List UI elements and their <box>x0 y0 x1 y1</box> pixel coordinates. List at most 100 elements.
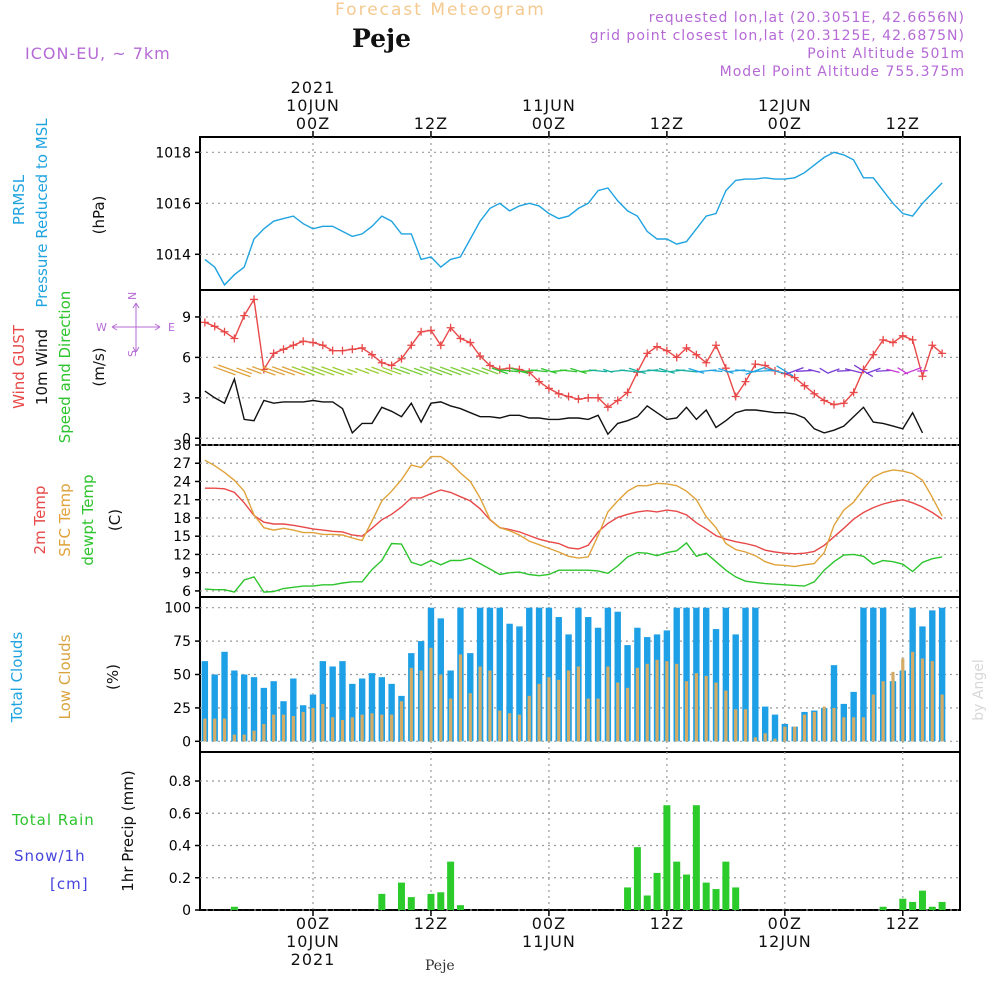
low-cloud-bar <box>901 658 905 742</box>
total-cloud-bar <box>290 678 297 742</box>
rain-bar <box>407 897 415 910</box>
low-cloud-bar <box>832 707 836 742</box>
pressure-panel-frame <box>199 136 961 291</box>
time-label-top: 12Z <box>414 114 448 133</box>
wind-gust-marker <box>485 361 494 370</box>
panel-axis-label: Speed and Direction <box>56 291 74 444</box>
rain-bar <box>938 901 946 910</box>
wind-gust-marker <box>761 361 770 370</box>
total-cloud-bar <box>496 607 503 742</box>
wind-direction-arrow <box>399 366 423 376</box>
clouds-ytick-label: 25 <box>173 701 191 717</box>
total-cloud-bar <box>850 691 857 742</box>
time-label-top: 11JUN <box>522 96 576 115</box>
panel-axis-label: (C) <box>106 509 124 531</box>
rain-bar <box>928 906 936 910</box>
rain-bar <box>673 861 681 910</box>
low-cloud-bar <box>704 675 708 742</box>
wind-direction-arrow <box>675 369 698 373</box>
low-cloud-bar <box>852 717 856 742</box>
wind-gust-marker <box>603 403 612 412</box>
wind-direction-arrow <box>844 368 863 374</box>
wind-gust-marker <box>230 334 239 343</box>
total-cloud-bar <box>270 681 277 742</box>
time-label-top: 2021 <box>291 78 336 97</box>
low-cloud-bar <box>940 694 944 742</box>
low-cloud-bar <box>478 666 482 742</box>
closest-grid-point: grid point closest lon,lat (20.3125E, 42… <box>589 28 965 44</box>
time-label-bottom: 00Z <box>296 914 330 933</box>
wind-gust-marker <box>653 342 662 351</box>
low-cloud-bar <box>340 719 345 742</box>
pressure-ytick-label: 1016 <box>155 196 191 212</box>
total-cloud-bar <box>250 677 258 742</box>
wind-gust-marker <box>318 341 327 350</box>
wind-gust-marker <box>367 350 376 359</box>
wind-gust-marker <box>358 343 367 352</box>
low-cloud-bar <box>262 723 266 742</box>
wind-direction-arrow <box>321 366 345 376</box>
wind-gust-marker <box>466 338 475 347</box>
wind-direction-arrow <box>262 366 285 376</box>
low-cloud-bar <box>635 667 639 742</box>
total-cloud-bar <box>683 607 690 742</box>
point-altitude: Point Altitude 501m <box>807 46 965 62</box>
low-cloud-bar <box>753 737 757 742</box>
wind-gust-marker <box>456 334 465 343</box>
wind-direction-arrow <box>837 369 851 372</box>
wind-direction-arrow <box>886 368 900 374</box>
time-label-bottom: 00Z <box>768 914 802 933</box>
temp-ytick-label: 30 <box>173 438 191 454</box>
wind-direction-arrow <box>460 366 480 375</box>
low-cloud-bar <box>871 694 875 742</box>
panel-axis-label: Pressure Reduced to MSL <box>33 118 51 308</box>
temp-2m-line <box>204 487 943 555</box>
wind-gust-marker <box>869 350 878 359</box>
wind-gust-marker <box>269 349 278 358</box>
wind-gust-marker <box>888 338 897 347</box>
wind-gust-marker <box>289 341 298 350</box>
time-label-bottom: 00Z <box>532 914 566 933</box>
total-cloud-bar <box>221 651 228 742</box>
wind-gust-marker <box>731 392 740 401</box>
low-cloud-bar <box>802 714 807 742</box>
station-name: Peje <box>352 24 411 53</box>
watermark: by Angel <box>971 659 987 720</box>
wind-direction-arrow <box>510 367 529 375</box>
wind-gust-marker <box>898 331 907 340</box>
wind-direction-arrow <box>251 366 276 376</box>
total-cloud-bar <box>722 607 730 742</box>
pressure-ytick-label: 1014 <box>155 247 191 263</box>
wind-direction-arrow <box>382 366 402 375</box>
time-label-top: 12JUN <box>758 96 812 115</box>
panel-axis-label: 10m Wind <box>33 329 51 405</box>
total-cloud-bar <box>319 661 327 742</box>
total-cloud-bar <box>260 687 268 742</box>
wind-direction-arrow <box>819 367 829 375</box>
wind-gust-marker <box>682 343 691 352</box>
total-cloud-bar <box>860 607 867 742</box>
low-cloud-bar <box>596 698 600 742</box>
wind-ytick-label: 6 <box>182 350 191 366</box>
wind-gust-marker <box>220 327 229 336</box>
total-cloud-bar <box>614 611 621 742</box>
wind-direction-arrow <box>776 365 794 377</box>
wind-gust-marker <box>446 323 455 332</box>
time-label-bottom: 11JUN <box>522 932 576 951</box>
wind-gust-marker <box>908 335 917 344</box>
total-cloud-bar <box>201 661 209 742</box>
panel-axis-label: PRMSL <box>10 174 28 225</box>
total-cloud-bar <box>329 666 336 742</box>
low-cloud-bar <box>743 709 748 742</box>
temp-ytick-label: 12 <box>173 547 191 563</box>
time-label-top: 12Z <box>650 114 684 133</box>
rain-bar <box>447 861 455 910</box>
panel-axis-label: SFC Temp <box>56 483 74 556</box>
total-cloud-bar <box>358 678 366 742</box>
time-label-bottom: 12Z <box>650 914 684 933</box>
low-cloud-bar <box>242 734 246 742</box>
panel-axis-label: Wind GUST <box>10 324 28 409</box>
panel-axis-label: (%) <box>104 664 122 690</box>
wind-gust-marker <box>309 338 317 347</box>
